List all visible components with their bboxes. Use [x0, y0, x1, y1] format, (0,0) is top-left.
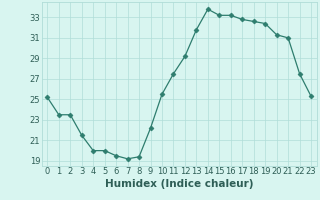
- X-axis label: Humidex (Indice chaleur): Humidex (Indice chaleur): [105, 179, 253, 189]
